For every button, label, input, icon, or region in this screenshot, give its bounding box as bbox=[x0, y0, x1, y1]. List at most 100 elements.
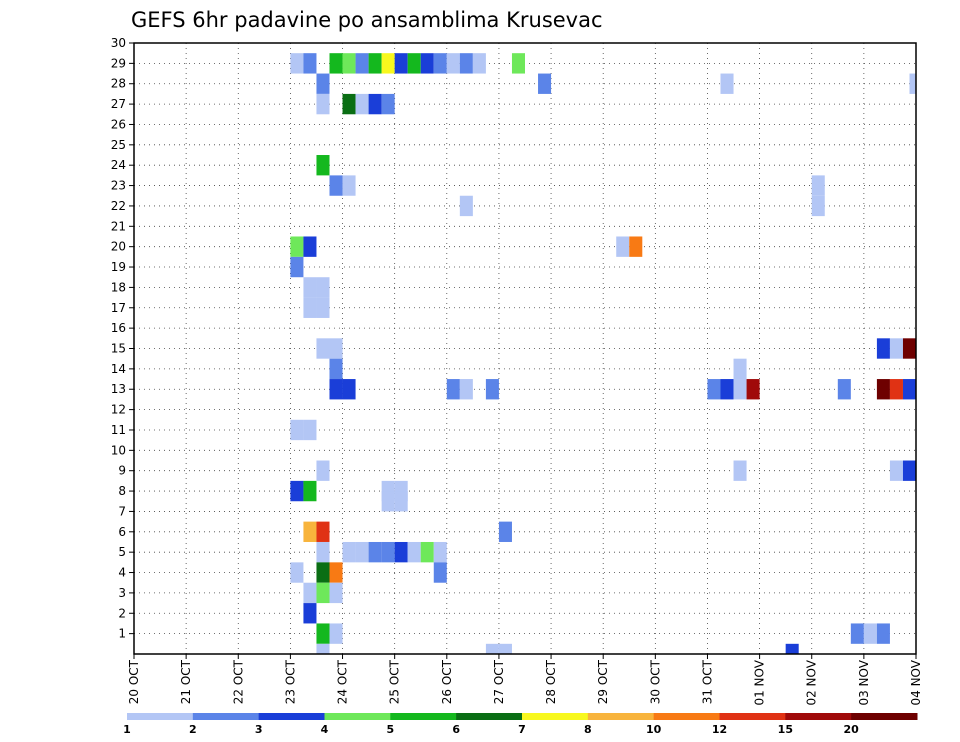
x-tick-label: 04 NOV bbox=[909, 659, 923, 705]
data-cell bbox=[850, 623, 864, 644]
data-cell bbox=[485, 379, 499, 400]
legend-swatch bbox=[127, 713, 194, 720]
data-cell bbox=[316, 460, 330, 481]
data-cell bbox=[368, 53, 382, 74]
y-tick-label: 28 bbox=[111, 77, 126, 91]
data-cell bbox=[889, 338, 903, 359]
legend-swatch bbox=[587, 713, 655, 720]
data-cell bbox=[733, 379, 747, 400]
y-tick-label: 4 bbox=[118, 566, 126, 580]
data-cell bbox=[498, 521, 512, 542]
x-tick-label: 26 OCT bbox=[440, 659, 454, 704]
legend-swatch bbox=[785, 713, 852, 720]
data-cell bbox=[290, 256, 304, 278]
data-cell bbox=[381, 53, 395, 74]
data-cell bbox=[889, 460, 903, 481]
data-cell bbox=[511, 53, 525, 74]
data-cell bbox=[290, 480, 304, 502]
legend-swatch bbox=[324, 713, 391, 720]
data-cell bbox=[316, 297, 330, 318]
data-cell bbox=[433, 562, 447, 583]
x-tick-label: 24 OCT bbox=[336, 659, 350, 704]
data-cell bbox=[407, 53, 421, 74]
data-cell bbox=[303, 53, 317, 74]
legend-label: 5 bbox=[387, 723, 395, 736]
legend-label: 12 bbox=[712, 723, 727, 736]
data-cell bbox=[368, 93, 382, 115]
y-tick-label: 3 bbox=[118, 586, 126, 600]
y-tick-label: 23 bbox=[111, 179, 126, 193]
x-tick-label: 25 OCT bbox=[388, 659, 402, 704]
data-cell bbox=[329, 175, 343, 196]
data-cell bbox=[902, 379, 916, 400]
data-cell bbox=[316, 582, 330, 604]
legend-swatch bbox=[851, 713, 918, 720]
data-cell bbox=[902, 338, 916, 359]
data-cell bbox=[303, 277, 317, 298]
data-cell bbox=[329, 358, 343, 380]
legend-label: 20 bbox=[844, 723, 860, 736]
data-cell bbox=[407, 541, 421, 563]
x-tick-label: 03 NOV bbox=[857, 659, 871, 705]
data-cell bbox=[433, 541, 447, 563]
data-cell bbox=[720, 379, 734, 400]
y-tick-label: 11 bbox=[111, 423, 126, 437]
data-cell bbox=[459, 379, 473, 400]
y-tick-label: 26 bbox=[111, 117, 126, 131]
data-cell bbox=[303, 480, 317, 502]
data-cell bbox=[303, 603, 317, 624]
data-cell bbox=[342, 541, 356, 563]
legend-label: 4 bbox=[321, 723, 329, 736]
y-tick-label: 12 bbox=[111, 403, 126, 417]
data-cell bbox=[420, 541, 434, 563]
data-cell bbox=[342, 93, 356, 115]
y-tick-label: 15 bbox=[111, 342, 126, 356]
data-cell bbox=[316, 277, 330, 298]
legend-label: 7 bbox=[518, 723, 526, 736]
data-cell bbox=[811, 175, 825, 196]
y-axis: 1234567891011121314151617181920212223242… bbox=[111, 36, 134, 641]
x-tick-label: 21 OCT bbox=[179, 659, 193, 704]
data-cell bbox=[329, 338, 343, 359]
y-tick-label: 16 bbox=[111, 321, 126, 335]
data-cell bbox=[316, 93, 330, 115]
x-tick-label: 20 OCT bbox=[127, 659, 141, 704]
color-legend: 1 2 3 4 5 6 7 8 10 12 15 20 bbox=[123, 713, 918, 736]
data-cell bbox=[329, 582, 343, 604]
data-cell bbox=[720, 73, 734, 94]
legend-swatch bbox=[522, 713, 589, 720]
x-tick-label: 27 OCT bbox=[492, 659, 506, 704]
legend-label: 3 bbox=[255, 723, 263, 736]
data-cell bbox=[616, 236, 630, 257]
data-cell bbox=[290, 562, 304, 583]
data-cell bbox=[498, 643, 512, 654]
data-cell bbox=[290, 419, 304, 441]
data-cell bbox=[316, 643, 330, 654]
legend-label: 2 bbox=[189, 723, 197, 736]
legend-label: 15 bbox=[778, 723, 793, 736]
data-cell bbox=[902, 460, 916, 481]
data-cell bbox=[342, 53, 356, 74]
x-tick-label: 02 NOV bbox=[805, 659, 819, 705]
x-tick-label: 31 OCT bbox=[700, 659, 714, 704]
y-tick-label: 20 bbox=[111, 240, 126, 254]
x-axis: 20 OCT 21 OCT 22 OCT 23 OCT 24 OCT 25 OCT 26 O… bbox=[127, 654, 923, 706]
legend-label: 1 bbox=[123, 723, 131, 736]
data-cell bbox=[733, 358, 747, 380]
y-tick-label: 18 bbox=[111, 280, 126, 294]
data-cell bbox=[316, 73, 330, 94]
y-tick-label: 30 bbox=[111, 36, 126, 50]
y-tick-label: 27 bbox=[111, 97, 126, 111]
data-cell bbox=[303, 297, 317, 318]
data-cell bbox=[446, 379, 460, 400]
data-cell bbox=[837, 379, 851, 400]
x-tick-label: 01 NOV bbox=[753, 659, 767, 705]
data-cell bbox=[303, 419, 317, 441]
y-tick-label: 9 bbox=[118, 464, 126, 478]
data-cell bbox=[863, 623, 877, 644]
data-cell bbox=[316, 155, 330, 176]
legend-label: 10 bbox=[646, 723, 662, 736]
legend-label: 6 bbox=[452, 723, 460, 736]
y-tick-label: 2 bbox=[118, 606, 126, 620]
